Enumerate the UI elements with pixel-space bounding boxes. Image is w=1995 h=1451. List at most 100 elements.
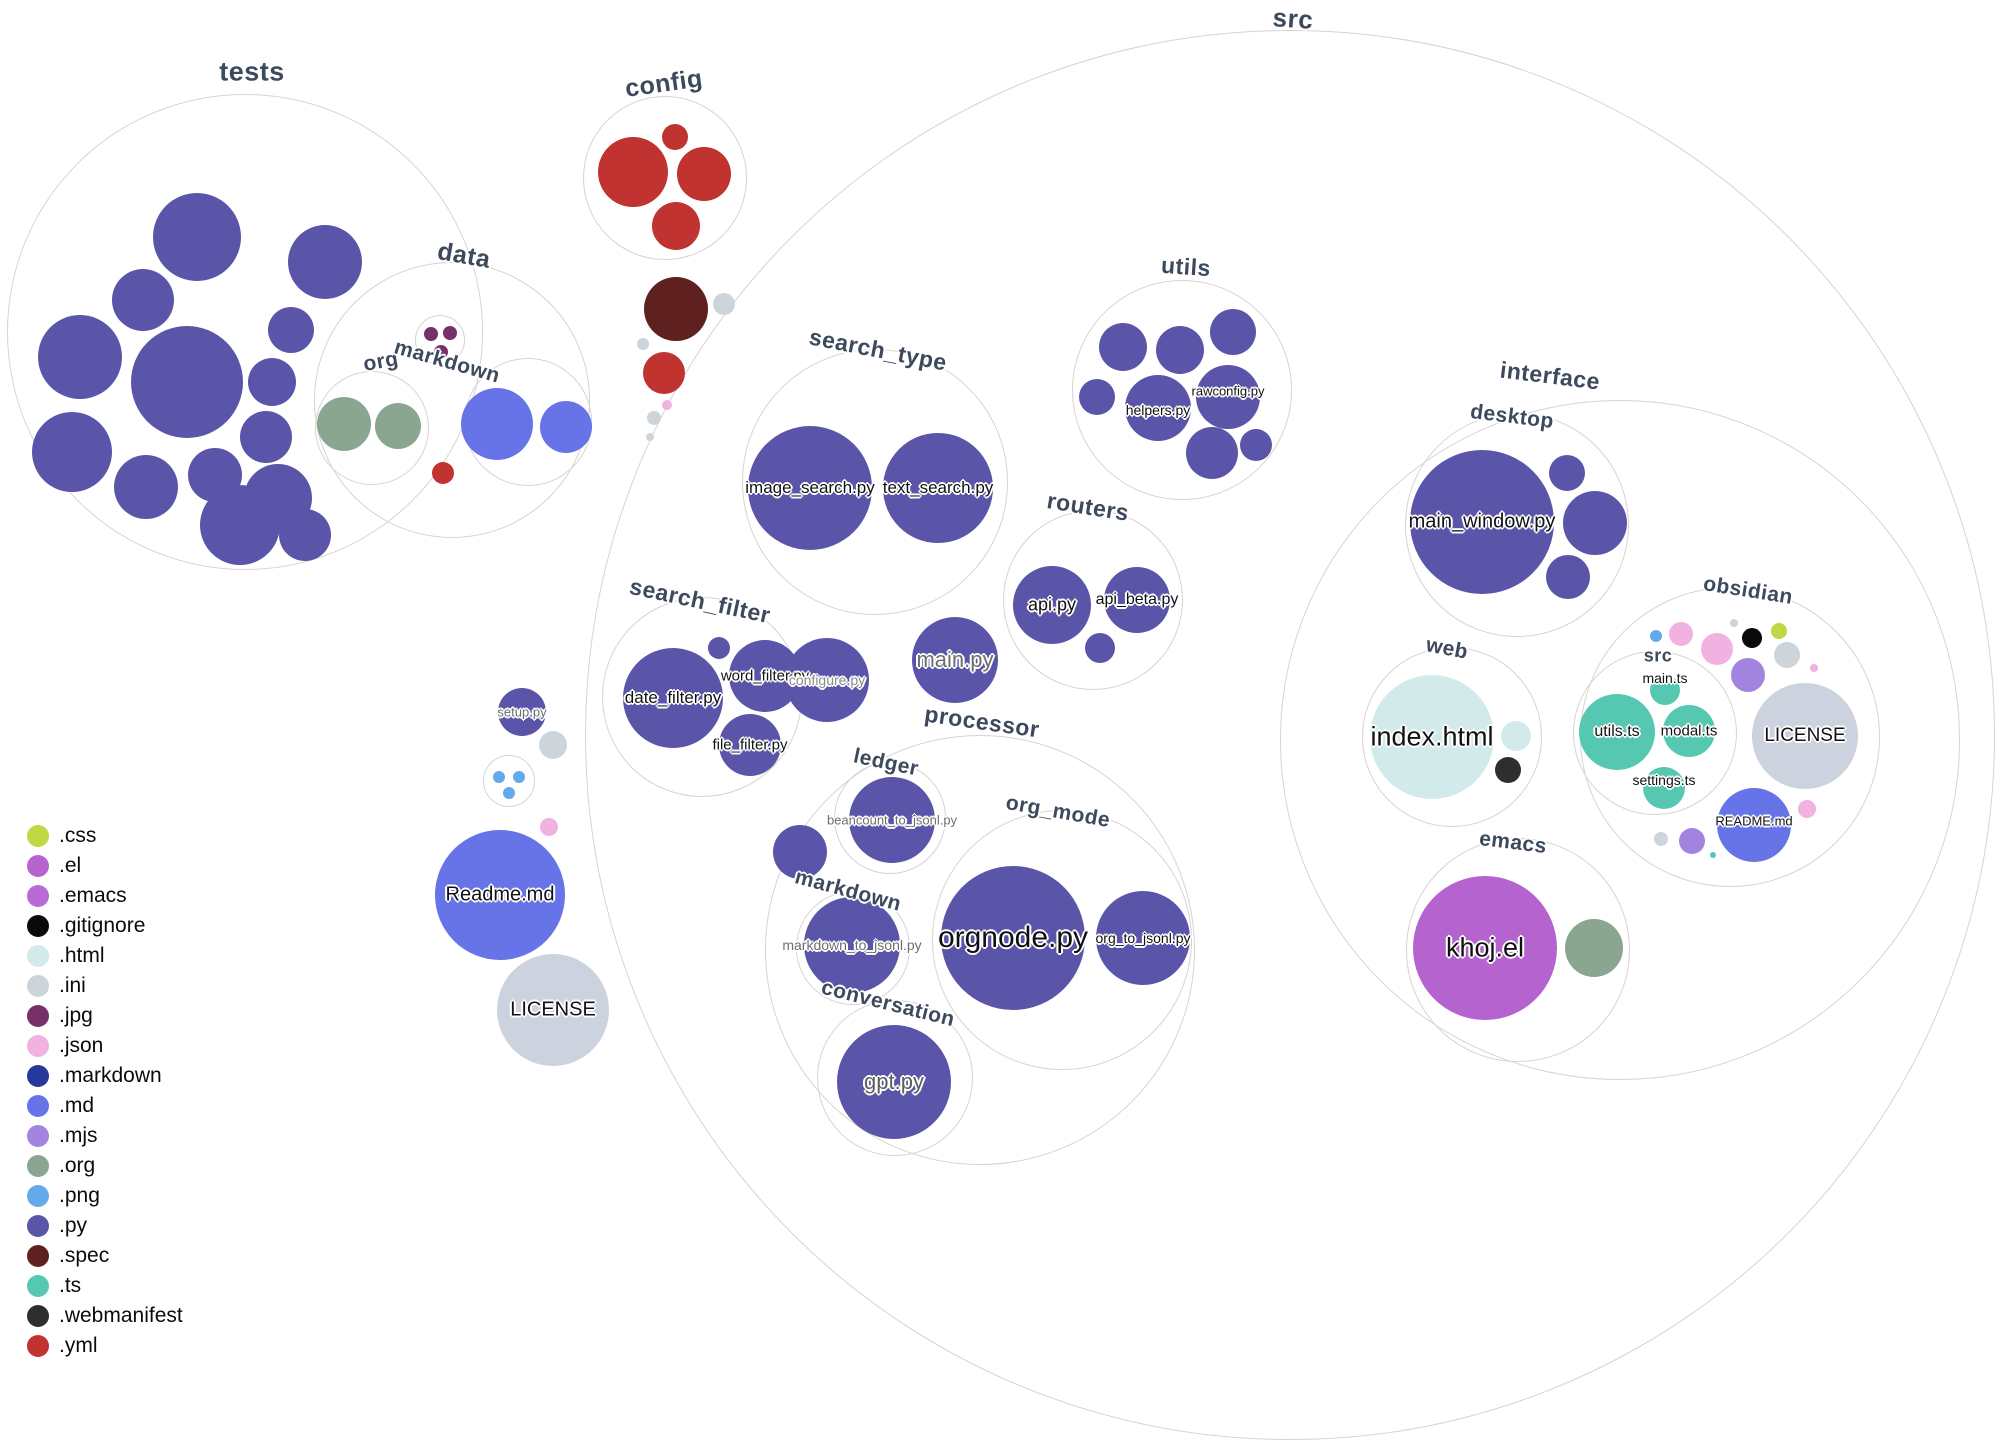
file-circle-py-1[interactable] [288, 225, 362, 299]
file-circle-py-52[interactable] [1099, 323, 1147, 371]
file-circle-Readme.md[interactable] [435, 830, 565, 960]
file-circle-json-78[interactable] [1669, 622, 1693, 646]
file-circle-py-9[interactable] [114, 455, 178, 519]
file-circle-org_to_jsonl.py[interactable] [1096, 891, 1190, 985]
file-circle-main.ts[interactable] [1650, 675, 1680, 705]
file-circle-helpers.py[interactable] [1125, 375, 1191, 441]
file-circle-mjs-90[interactable] [1679, 828, 1705, 854]
file-circle-ini-89[interactable] [1654, 832, 1668, 846]
file-circle-webmanifest-72[interactable] [1495, 757, 1521, 783]
file-circle-py-46[interactable] [708, 637, 730, 659]
directory-circle-src[interactable] [1573, 651, 1737, 815]
directory-circle-conversation[interactable] [817, 1000, 973, 1156]
file-circle-utils.ts[interactable] [1579, 694, 1655, 770]
file-circle-beancount_to_jsonl.py[interactable] [849, 777, 935, 863]
file-circle-yml-29[interactable] [643, 352, 685, 394]
directory-circle-processor[interactable] [765, 735, 1195, 1165]
file-circle-modal.ts[interactable] [1663, 705, 1715, 757]
directory-circle-data[interactable] [314, 262, 590, 538]
file-circle-py-5[interactable] [268, 307, 314, 353]
file-circle-org-22[interactable] [375, 403, 421, 449]
file-circle-py-60[interactable] [773, 825, 827, 879]
file-circle-configure.py[interactable] [785, 638, 869, 722]
file-circle-gpt.py[interactable] [837, 1025, 951, 1139]
file-circle-ini-34[interactable] [539, 731, 567, 759]
file-circle-khoj.el[interactable] [1413, 876, 1557, 1020]
file-circle-spec-26[interactable] [644, 277, 708, 341]
file-circle-py-55[interactable] [1079, 379, 1115, 415]
directory-circle-utils[interactable] [1072, 280, 1292, 500]
file-circle-yml-16[interactable] [677, 147, 731, 201]
file-circle-py-53[interactable] [1156, 326, 1204, 374]
file-circle-png-35[interactable] [493, 771, 505, 783]
file-circle-json-79[interactable] [1701, 633, 1733, 665]
file-circle-py-69[interactable] [1546, 555, 1590, 599]
file-circle-png-36[interactable] [513, 771, 525, 783]
file-circle-ini-80[interactable] [1730, 619, 1738, 627]
file-circle-LICENSE[interactable] [497, 954, 609, 1066]
file-circle-ini-83[interactable] [1774, 642, 1800, 668]
file-circle-yml-25[interactable] [432, 462, 454, 484]
file-circle-ini-31[interactable] [647, 411, 661, 425]
file-circle-LICENSE[interactable] [1752, 683, 1858, 789]
file-circle-json-87[interactable] [1798, 800, 1816, 818]
directory-circle-org_mode[interactable] [932, 810, 1192, 1070]
directory-circle-config[interactable] [583, 96, 747, 260]
file-circle-gitignore-81[interactable] [1742, 628, 1762, 648]
directory-circle-png-group[interactable] [483, 755, 535, 807]
directory-circle-org[interactable] [315, 371, 429, 485]
file-circle-main_window.py[interactable] [1410, 450, 1554, 594]
file-circle-py-7[interactable] [32, 412, 112, 492]
file-circle-py-12[interactable] [200, 485, 280, 565]
file-circle-json-38[interactable] [540, 818, 558, 836]
file-circle-api.py[interactable] [1013, 566, 1091, 644]
directory-circle-markdown[interactable] [796, 891, 910, 1005]
file-circle-yml-17[interactable] [652, 202, 700, 250]
file-circle-yml-15[interactable] [662, 124, 688, 150]
file-circle-jpg-19[interactable] [443, 326, 457, 340]
file-circle-py-3[interactable] [38, 315, 122, 399]
file-circle-ts-91[interactable] [1710, 852, 1716, 858]
file-circle-image_search.py[interactable] [748, 426, 872, 550]
file-circle-index.html[interactable] [1370, 675, 1494, 799]
file-circle-text_search.py[interactable] [883, 433, 993, 543]
file-circle-py-8[interactable] [240, 411, 292, 463]
file-circle-ini-32[interactable] [646, 433, 654, 441]
directory-circle-web[interactable] [1362, 647, 1542, 827]
file-circle-md-24[interactable] [540, 401, 592, 453]
file-circle-rawconfig.py[interactable] [1196, 365, 1260, 429]
file-circle-py-6[interactable] [248, 358, 296, 406]
file-circle-file_filter.py[interactable] [719, 714, 781, 776]
file-circle-css-82[interactable] [1771, 623, 1787, 639]
file-circle-md-23[interactable] [461, 388, 533, 460]
file-circle-png-77[interactable] [1650, 630, 1662, 642]
file-circle-py-68[interactable] [1563, 491, 1627, 555]
file-circle-py-51[interactable] [1085, 633, 1115, 663]
file-circle-jpg-18[interactable] [424, 327, 438, 341]
file-circle-settings.ts[interactable] [1643, 767, 1685, 809]
file-circle-main.py[interactable] [912, 617, 998, 703]
file-circle-markdown_to_jsonl.py[interactable] [804, 897, 900, 993]
file-circle-yml-14[interactable] [598, 137, 668, 207]
file-circle-orgnode.py[interactable] [941, 866, 1085, 1010]
file-circle-json-84[interactable] [1810, 664, 1818, 672]
file-circle-jpg-20[interactable] [434, 345, 448, 359]
file-circle-api_beta.py[interactable] [1104, 567, 1170, 633]
directory-circle-emacs[interactable] [1406, 838, 1630, 1062]
file-circle-README.md[interactable] [1717, 788, 1791, 862]
file-circle-org-21[interactable] [317, 397, 371, 451]
directory-circle-ledger[interactable] [834, 762, 946, 874]
file-circle-py-4[interactable] [131, 326, 243, 438]
file-circle-date_filter.py[interactable] [623, 648, 723, 748]
file-circle-py-58[interactable] [1186, 427, 1238, 479]
file-circle-org-93[interactable] [1565, 919, 1623, 977]
file-circle-html-71[interactable] [1501, 721, 1531, 751]
file-circle-json-30[interactable] [662, 400, 672, 410]
file-circle-py-67[interactable] [1549, 455, 1585, 491]
file-circle-png-37[interactable] [503, 787, 515, 799]
file-circle-py-59[interactable] [1240, 429, 1272, 461]
directory-circle-jpg-group[interactable] [415, 315, 465, 365]
file-circle-py-2[interactable] [112, 269, 174, 331]
file-circle-ini-28[interactable] [637, 338, 649, 350]
file-circle-py-0[interactable] [153, 193, 241, 281]
